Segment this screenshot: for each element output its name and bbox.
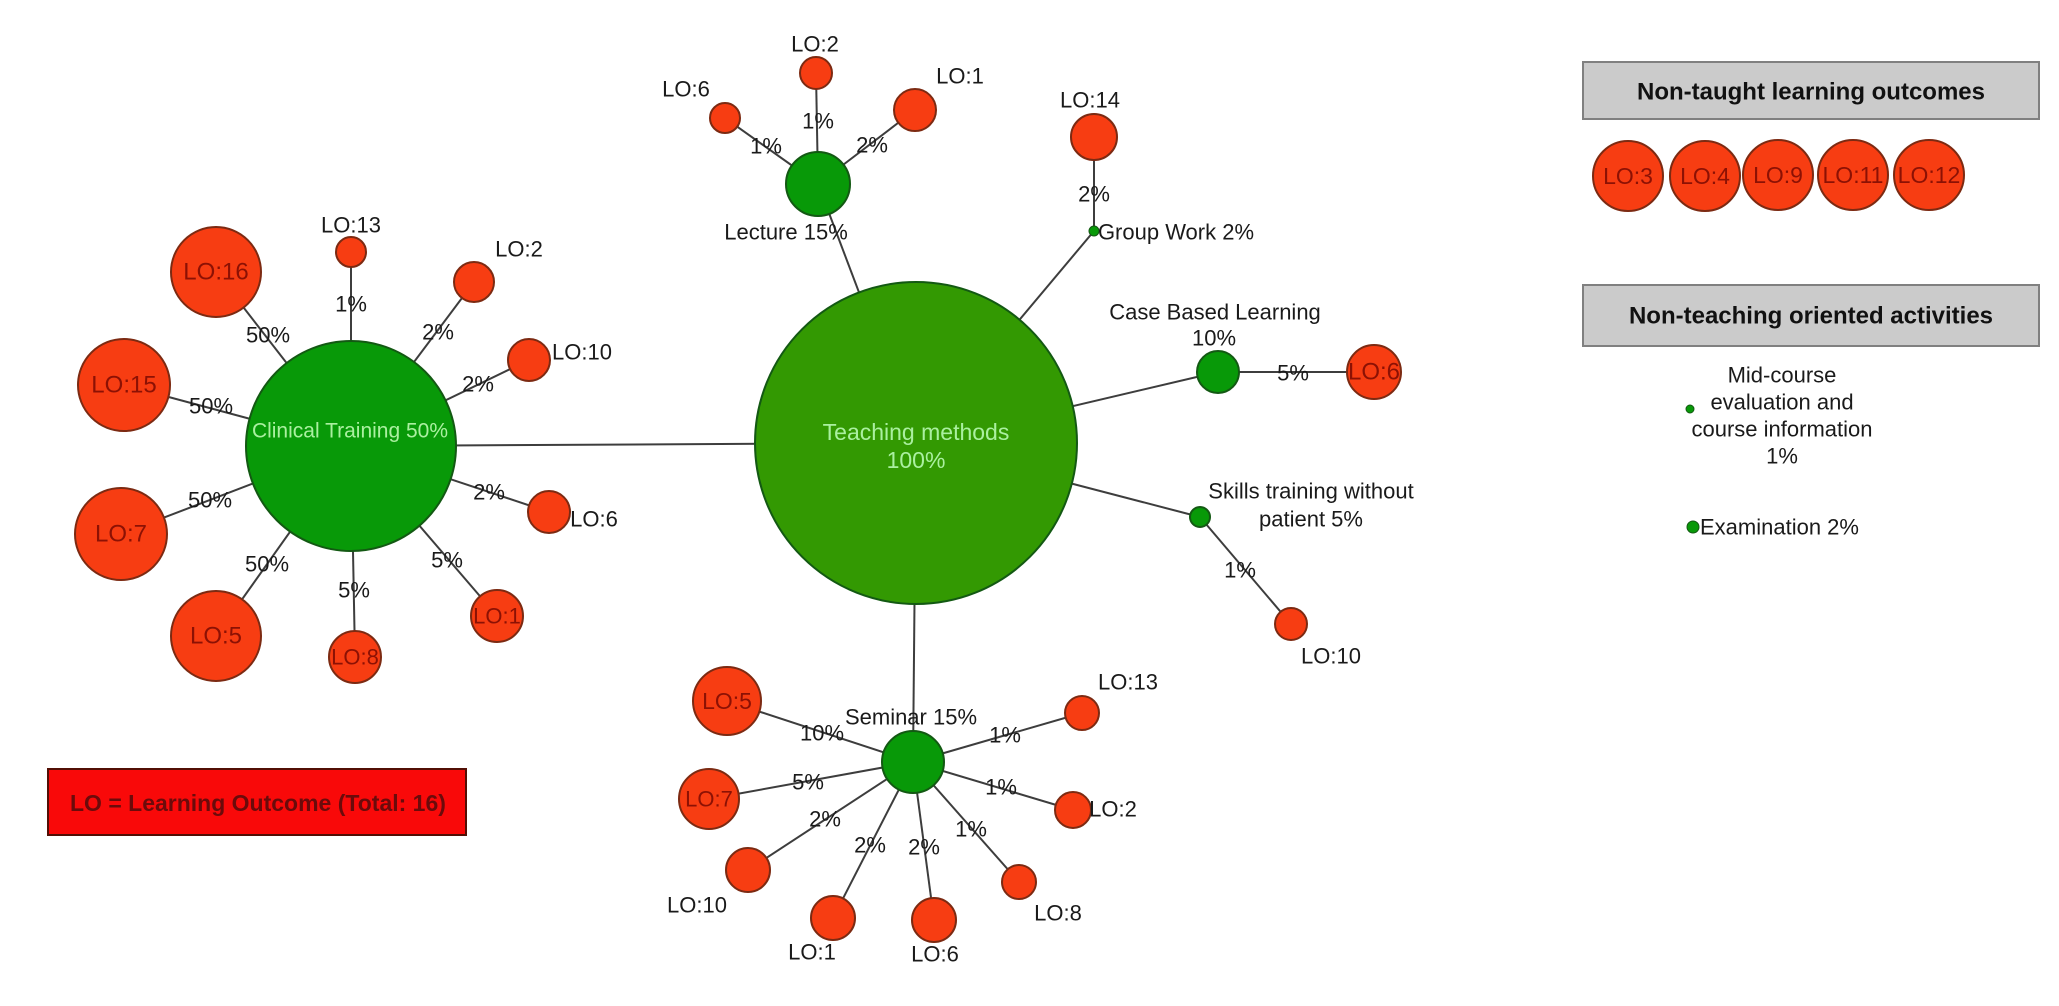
svg-text:10%: 10% xyxy=(800,721,844,746)
svg-text:LO:4: LO:4 xyxy=(1680,163,1730,189)
svg-text:LO:1: LO:1 xyxy=(788,940,836,965)
svg-text:100%: 100% xyxy=(887,447,946,473)
svg-text:1%: 1% xyxy=(335,292,367,317)
svg-text:50%: 50% xyxy=(189,394,233,419)
svg-text:evaluation and: evaluation and xyxy=(1710,390,1853,415)
svg-text:5%: 5% xyxy=(792,770,824,795)
svg-text:LO:1: LO:1 xyxy=(936,64,984,89)
svg-text:LO:6: LO:6 xyxy=(570,507,618,532)
svg-text:Non-teaching oriented activiti: Non-teaching oriented activities xyxy=(1629,303,1993,330)
svg-text:LO:3: LO:3 xyxy=(1603,163,1653,189)
svg-text:LO:14: LO:14 xyxy=(1060,88,1120,113)
svg-text:5%: 5% xyxy=(1277,361,1309,386)
svg-text:LO:13: LO:13 xyxy=(1098,670,1158,695)
svg-text:2%: 2% xyxy=(422,320,454,345)
svg-text:LO:11: LO:11 xyxy=(1823,162,1884,188)
svg-text:5%: 5% xyxy=(431,548,463,573)
svg-text:Examination 2%: Examination 2% xyxy=(1700,515,1859,540)
svg-text:50%: 50% xyxy=(246,323,290,348)
svg-text:1%: 1% xyxy=(955,817,987,842)
svg-text:10%: 10% xyxy=(1192,326,1236,351)
svg-text:LO:8: LO:8 xyxy=(1034,901,1082,926)
svg-text:50%: 50% xyxy=(188,488,232,513)
svg-text:2%: 2% xyxy=(856,133,888,158)
svg-text:5%: 5% xyxy=(338,578,370,603)
svg-text:LO:10: LO:10 xyxy=(552,340,612,365)
svg-text:2%: 2% xyxy=(908,835,940,860)
svg-text:1%: 1% xyxy=(989,723,1021,748)
svg-text:LO:2: LO:2 xyxy=(1089,797,1137,822)
svg-text:LO:5: LO:5 xyxy=(702,688,752,714)
svg-text:LO:6: LO:6 xyxy=(662,77,710,102)
svg-text:LO:1: LO:1 xyxy=(473,604,521,629)
svg-text:LO:13: LO:13 xyxy=(321,213,381,238)
svg-text:1%: 1% xyxy=(750,134,782,159)
svg-text:LO:7: LO:7 xyxy=(685,787,733,812)
svg-text:1%: 1% xyxy=(1224,558,1256,583)
svg-text:2%: 2% xyxy=(854,833,886,858)
svg-text:LO:15: LO:15 xyxy=(91,372,156,399)
svg-text:LO:2: LO:2 xyxy=(495,237,543,262)
svg-text:1%: 1% xyxy=(802,109,834,134)
svg-text:2%: 2% xyxy=(1078,182,1110,207)
svg-text:Teaching methods: Teaching methods xyxy=(823,419,1010,445)
svg-text:LO:5: LO:5 xyxy=(190,623,242,650)
svg-text:LO:10: LO:10 xyxy=(1301,644,1361,669)
svg-text:LO:8: LO:8 xyxy=(331,645,379,670)
svg-text:Non-taught learning outcomes: Non-taught learning outcomes xyxy=(1637,79,1985,106)
svg-text:Clinical Training 50%: Clinical Training 50% xyxy=(252,420,448,443)
svg-text:1%: 1% xyxy=(985,775,1017,800)
svg-text:2%: 2% xyxy=(809,807,841,832)
svg-text:LO:16: LO:16 xyxy=(183,259,248,286)
svg-text:LO:6: LO:6 xyxy=(1348,359,1400,386)
svg-text:LO:12: LO:12 xyxy=(1898,162,1961,188)
svg-text:Seminar 15%: Seminar 15% xyxy=(845,705,977,730)
svg-text:Mid-course: Mid-course xyxy=(1728,363,1837,388)
svg-text:Case Based Learning: Case Based Learning xyxy=(1109,300,1321,325)
svg-text:LO:6: LO:6 xyxy=(911,942,959,967)
svg-text:patient 5%: patient 5% xyxy=(1259,507,1363,532)
svg-text:2%: 2% xyxy=(462,372,494,397)
svg-text:Skills training without: Skills training without xyxy=(1208,479,1413,504)
svg-text:Group Work 2%: Group Work 2% xyxy=(1098,220,1254,245)
svg-text:LO:2: LO:2 xyxy=(791,32,839,57)
svg-text:LO = Learning Outcome (Total:: LO = Learning Outcome (Total: 16) xyxy=(70,790,446,816)
svg-text:LO:7: LO:7 xyxy=(95,521,147,548)
svg-text:1%: 1% xyxy=(1766,444,1798,469)
svg-text:LO:9: LO:9 xyxy=(1753,162,1803,188)
svg-text:course information: course information xyxy=(1692,417,1873,442)
svg-text:50%: 50% xyxy=(245,552,289,577)
svg-text:Lecture 15%: Lecture 15% xyxy=(724,220,848,245)
svg-text:LO:10: LO:10 xyxy=(667,893,727,918)
svg-text:2%: 2% xyxy=(473,480,505,505)
